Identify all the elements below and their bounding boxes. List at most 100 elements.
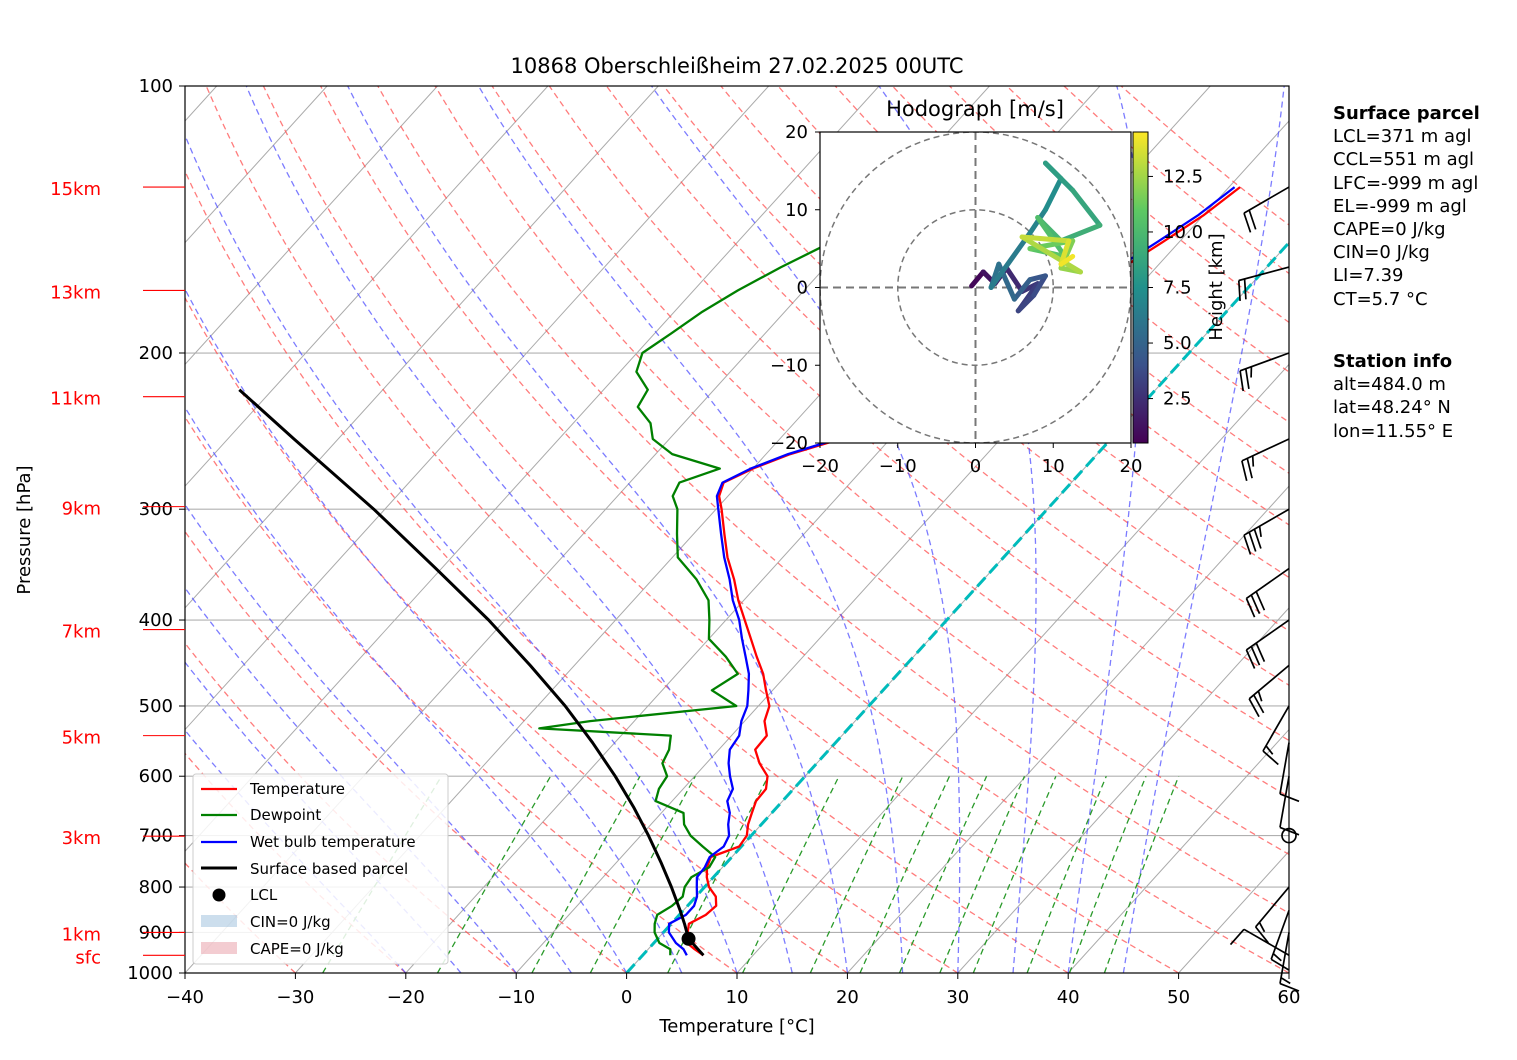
isotherm — [185, 86, 549, 487]
mixing-ratio-line — [898, 775, 988, 973]
isotherm — [515, 120, 1289, 973]
hodograph-x-tick-label: 20 — [1120, 456, 1143, 477]
surface-parcel-line: LI=7.39 — [1333, 265, 1404, 287]
wind-barb-full-feather — [1245, 598, 1256, 618]
hodograph-y-tick-label: −20 — [770, 433, 808, 454]
isotherm — [1067, 728, 1289, 973]
hodograph-segment — [1031, 273, 1048, 298]
y-tick-label: 300 — [139, 499, 173, 520]
dry-adiabat — [262, 86, 1179, 973]
hodograph-colorbar-ticks: 2.5 5.0 7.5 10.0 12.5 — [1148, 166, 1203, 410]
x-tick-label: 30 — [946, 987, 969, 1008]
wind-barb-full-feather — [1239, 370, 1245, 392]
height-label: 9km — [62, 499, 101, 520]
x-tick-label: 10 — [726, 987, 749, 1008]
wind-barb-full-feather — [1237, 280, 1241, 301]
hodograph-x-tick-label: 0 — [970, 456, 981, 477]
mixing-ratio-line — [531, 775, 641, 973]
wind-barb-full-feather — [1253, 528, 1262, 549]
legend-cin-swatch — [201, 915, 237, 927]
zero-degree-isotherm — [625, 240, 1289, 973]
wind-barb — [1270, 910, 1290, 971]
wind-barb — [1229, 928, 1290, 956]
mixing-ratio-line — [1026, 775, 1107, 973]
hodograph-segment — [1027, 273, 1048, 283]
surface-parcel-line: CCL=551 m agl — [1333, 149, 1475, 171]
legend-temperature-label: Temperature — [249, 780, 345, 798]
wind-barb — [1237, 266, 1290, 301]
legend-lcl-marker — [212, 888, 226, 902]
wind-barb-staff — [1239, 352, 1290, 372]
chart-title: 10868 Oberschleißheim 27.02.2025 00UTC — [511, 54, 964, 78]
wind-barb — [1245, 619, 1290, 669]
hodograph-y-tick-label: 0 — [797, 278, 808, 299]
wind-barb-full-feather — [1243, 534, 1252, 555]
surface-parcel-line: CAPE=0 J/kg — [1333, 219, 1446, 241]
hodograph-inset: Hodograph [m/s] −20−20 −10 −10 0 0 10 10 20 20 2… — [770, 97, 1227, 477]
station-info-line: lon=11.55° E — [1333, 420, 1454, 442]
legend-cin-label: CIN=0 J/kg — [250, 913, 331, 931]
hodograph-segment — [1042, 160, 1076, 193]
isotherm — [847, 485, 1289, 973]
hodograph-segment — [1058, 253, 1076, 267]
x-tick-label: −10 — [497, 987, 535, 1008]
x-tick-label: −20 — [387, 987, 425, 1008]
wind-barb-full-feather — [1255, 642, 1266, 662]
x-tick-label: 60 — [1278, 987, 1301, 1008]
wind-barb-half-feather — [1272, 952, 1282, 962]
wind-barb-staff — [1270, 910, 1290, 960]
height-label: 13km — [50, 282, 101, 303]
legend-cape-label: CAPE=0 J/kg — [250, 940, 344, 958]
station-info-panel: Station info alt=484.0 m lat=48.24° N lo… — [1333, 350, 1453, 443]
hodograph-segment — [1019, 234, 1072, 244]
hodograph-segment — [1011, 277, 1033, 302]
hodograph-segment — [1004, 265, 1025, 294]
height-label: 7km — [62, 622, 101, 643]
wind-barb-staff — [1279, 932, 1290, 984]
wind-barb-half-feather — [1257, 690, 1263, 702]
hodograph-segment — [1019, 234, 1083, 275]
mixing-ratio-line — [436, 775, 552, 973]
moist-adiabat — [477, 86, 904, 973]
wind-barb-full-feather — [1243, 278, 1247, 300]
y-tick-label: 400 — [139, 610, 173, 631]
mixing-ratio-line — [939, 775, 1026, 973]
dry-adiabat — [185, 169, 959, 973]
y-tick-label: 500 — [139, 696, 173, 717]
wind-barb-full-feather — [1279, 826, 1300, 836]
wind-barb-half-feather — [1251, 455, 1255, 467]
wind-barb — [1254, 886, 1290, 944]
legend-lcl-label: LCL — [250, 886, 278, 904]
wind-barb-half-feather — [1280, 976, 1291, 985]
y-axis-label: Pressure [hPa] — [14, 465, 35, 594]
dry-adiabat — [185, 415, 738, 973]
height-label: 1km — [62, 924, 101, 945]
wind-barb-staff — [1254, 886, 1290, 928]
isotherm — [185, 86, 659, 609]
wind-barb-full-feather — [1253, 694, 1265, 714]
surface-parcel-line: EL=-999 m agl — [1333, 195, 1467, 217]
moist-adiabat — [185, 503, 572, 973]
wind-barb-half-feather — [1258, 921, 1266, 933]
legend-cape-swatch — [201, 942, 237, 954]
hodograph-segment — [988, 230, 1033, 290]
station-info-line: lat=48.24° N — [1333, 397, 1451, 419]
dry-adiabat — [834, 86, 1289, 474]
mixing-ratio-line — [1068, 775, 1147, 973]
wind-barb — [1241, 438, 1290, 481]
mixing-ratio-line — [859, 775, 951, 973]
hodograph-ring — [897, 209, 1054, 366]
mixing-ratio-line — [972, 775, 1057, 973]
wind-barb — [1243, 508, 1290, 555]
hodograph-x-tick-label: −10 — [879, 456, 917, 477]
wind-barb-full-feather — [1245, 649, 1256, 669]
height-label: sfc — [75, 947, 101, 968]
moist-adiabat — [1122, 86, 1285, 973]
moist-adiabat — [185, 406, 628, 973]
colorbar-tick-label: 12.5 — [1163, 166, 1203, 187]
wind-barb-staff — [1262, 705, 1290, 752]
wind-barb — [1262, 705, 1290, 766]
surface-parcel-line: LFC=-999 m agl — [1333, 172, 1479, 194]
station-info-title: Station info — [1333, 351, 1453, 372]
